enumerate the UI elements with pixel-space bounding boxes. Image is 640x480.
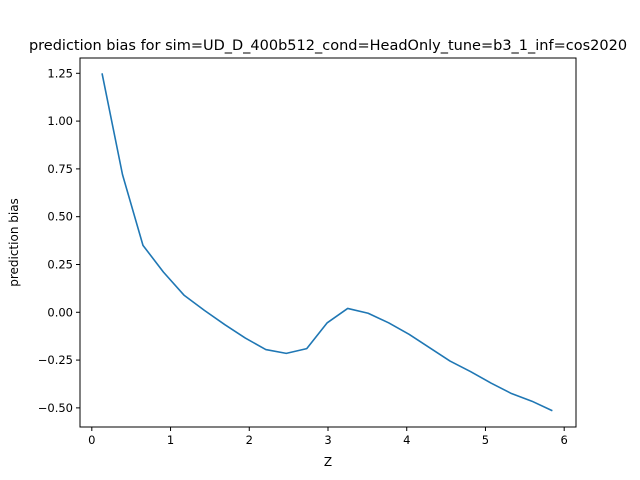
y-tick-label: 0.00	[47, 305, 73, 319]
x-tick-label: 1	[167, 433, 174, 447]
y-tick-label: 0.25	[47, 257, 73, 271]
chart-title: prediction bias for sim=UD_D_400b512_con…	[29, 38, 627, 54]
x-tick-label: 4	[403, 433, 410, 447]
x-tick-label: 6	[561, 433, 568, 447]
x-axis-label: Z	[324, 455, 332, 469]
x-tick-label: 0	[88, 433, 95, 447]
y-tick-label: −0.25	[38, 353, 73, 367]
y-tick-label: 1.00	[47, 114, 73, 128]
x-tick-label: 5	[482, 433, 489, 447]
x-tick-label: 2	[246, 433, 253, 447]
y-axis-label: prediction bias	[7, 198, 21, 287]
plot-frame	[79, 57, 577, 428]
y-tick-label: −0.50	[38, 401, 73, 415]
y-tick-label: 1.25	[47, 66, 73, 80]
x-tick-label: 3	[324, 433, 331, 447]
plot-area: 0 1 2 3 4 5 6 −0.50 −0.25 0.00 0.25 0.50 0.75 1.00 1.2…	[38, 66, 568, 447]
series-line	[101, 73, 553, 412]
y-tick-label: 0.75	[47, 162, 73, 176]
y-tick-label: 0.50	[47, 210, 73, 224]
